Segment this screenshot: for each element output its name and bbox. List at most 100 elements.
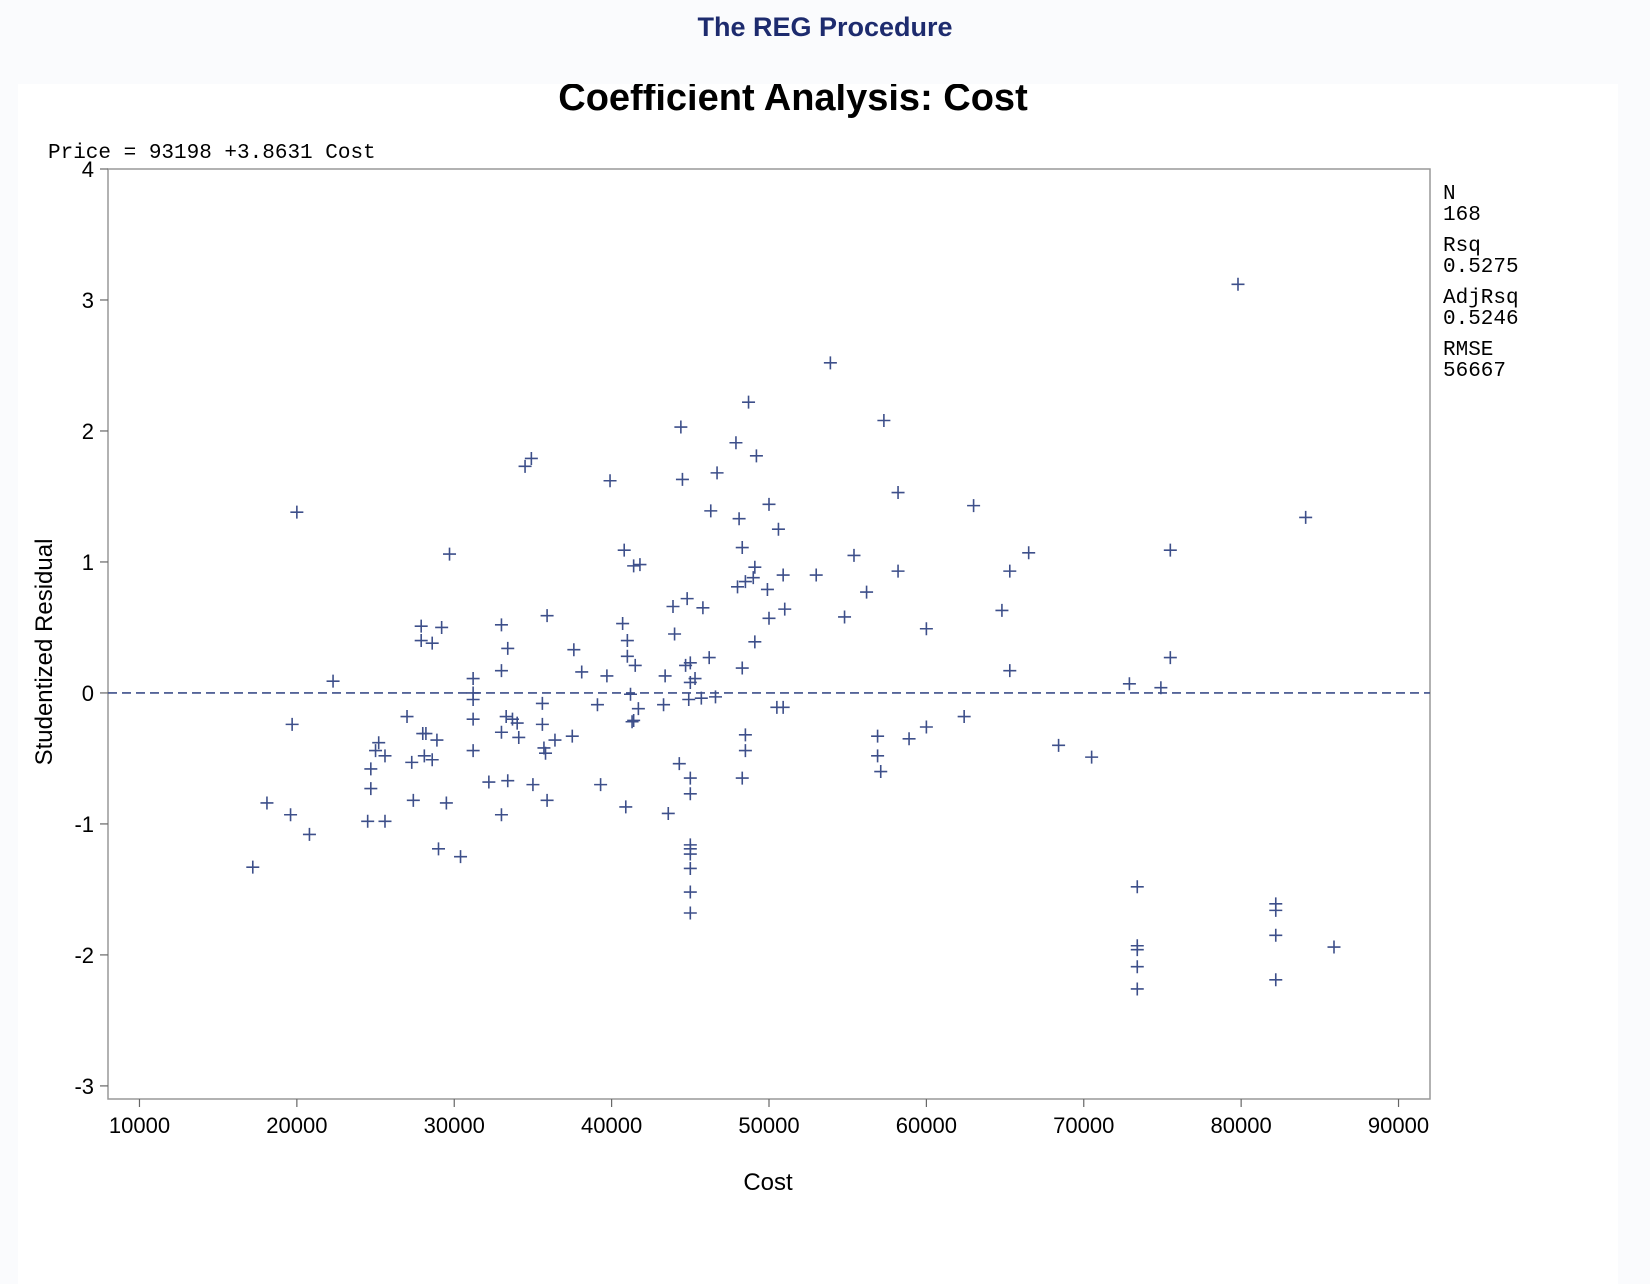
data-point bbox=[1269, 903, 1283, 917]
stat-label: AdjRsq bbox=[1443, 287, 1519, 310]
x-tick-label: 60000 bbox=[896, 1113, 957, 1138]
data-point bbox=[748, 635, 762, 649]
data-point bbox=[627, 713, 641, 727]
data-point bbox=[902, 732, 916, 746]
data-point bbox=[548, 733, 562, 747]
stat-label: N bbox=[1443, 183, 1456, 206]
x-tick-label: 20000 bbox=[266, 1113, 327, 1138]
data-point bbox=[729, 436, 743, 450]
stat-label: RMSE bbox=[1443, 339, 1493, 362]
data-point bbox=[1022, 546, 1036, 560]
data-point bbox=[683, 885, 697, 899]
data-point bbox=[1163, 543, 1177, 557]
data-point bbox=[877, 413, 891, 427]
y-tick-label: -3 bbox=[74, 1074, 94, 1099]
data-point bbox=[537, 741, 551, 755]
data-point bbox=[680, 592, 694, 606]
data-point bbox=[594, 778, 608, 792]
data-point bbox=[512, 730, 526, 744]
data-point bbox=[860, 585, 874, 599]
data-point bbox=[378, 814, 392, 828]
data-point bbox=[260, 796, 274, 810]
data-point bbox=[414, 619, 428, 633]
data-point bbox=[1163, 651, 1177, 665]
data-point bbox=[710, 466, 724, 480]
data-point bbox=[364, 762, 378, 776]
data-point bbox=[838, 610, 852, 624]
data-point bbox=[285, 717, 299, 731]
data-point bbox=[526, 778, 540, 792]
data-point bbox=[688, 672, 702, 686]
data-point bbox=[361, 814, 375, 828]
data-point bbox=[871, 749, 885, 763]
data-point bbox=[696, 601, 710, 615]
data-point bbox=[957, 710, 971, 724]
data-point bbox=[425, 636, 439, 650]
data-point bbox=[683, 787, 697, 801]
y-tick-label: 3 bbox=[82, 288, 94, 313]
data-point bbox=[378, 749, 392, 763]
data-point bbox=[661, 806, 675, 820]
data-point bbox=[501, 641, 515, 655]
y-tick-label: -2 bbox=[74, 943, 94, 968]
data-point bbox=[518, 459, 532, 473]
data-point bbox=[628, 658, 642, 672]
data-point bbox=[874, 765, 888, 779]
x-tick-label: 50000 bbox=[738, 1113, 799, 1138]
data-point bbox=[284, 808, 298, 822]
data-point bbox=[658, 669, 672, 683]
data-point bbox=[683, 847, 697, 861]
data-point bbox=[246, 860, 260, 874]
data-point bbox=[466, 712, 480, 726]
stat-value: 56667 bbox=[1443, 360, 1506, 383]
plot-frame bbox=[107, 168, 1431, 1100]
data-point bbox=[746, 571, 760, 585]
x-tick-label: 70000 bbox=[1053, 1113, 1114, 1138]
data-point bbox=[443, 547, 457, 561]
data-point bbox=[891, 486, 905, 500]
data-point bbox=[501, 774, 515, 788]
data-point bbox=[535, 717, 549, 731]
x-tick-label: 10000 bbox=[109, 1113, 170, 1138]
data-point bbox=[432, 842, 445, 856]
y-tick-label: 2 bbox=[82, 419, 94, 444]
data-point bbox=[466, 692, 480, 706]
data-point bbox=[891, 564, 905, 578]
data-point bbox=[702, 651, 716, 665]
data-point bbox=[762, 497, 776, 511]
data-point bbox=[631, 702, 645, 716]
data-point bbox=[731, 580, 745, 594]
data-point bbox=[510, 716, 524, 730]
data-point bbox=[406, 793, 420, 807]
data-point bbox=[624, 687, 638, 701]
data-point bbox=[627, 559, 641, 573]
y-axis-label: Studentized Residual bbox=[31, 539, 58, 766]
data-point bbox=[1130, 982, 1144, 996]
data-point bbox=[749, 449, 763, 463]
data-point bbox=[620, 649, 634, 663]
data-point bbox=[675, 472, 689, 486]
data-point bbox=[1003, 664, 1017, 678]
data-point bbox=[762, 611, 776, 625]
data-point bbox=[735, 661, 749, 675]
data-point bbox=[674, 420, 688, 434]
procedure-title: The REG Procedure bbox=[697, 12, 953, 42]
stat-value: 0.5275 bbox=[1443, 256, 1519, 279]
data-point bbox=[776, 568, 790, 582]
regression-equation: Price = 93198 +3.8631 Cost bbox=[48, 142, 376, 165]
data-point bbox=[290, 505, 304, 519]
data-point bbox=[760, 582, 774, 596]
data-point bbox=[735, 771, 749, 785]
data-point bbox=[1085, 750, 1099, 764]
data-point bbox=[466, 672, 480, 686]
data-point bbox=[405, 755, 419, 769]
data-point bbox=[539, 746, 553, 760]
data-point bbox=[482, 775, 496, 789]
data-point bbox=[683, 906, 697, 920]
data-point bbox=[776, 700, 790, 714]
data-point bbox=[540, 793, 554, 807]
data-point bbox=[666, 599, 680, 613]
data-point bbox=[1269, 973, 1283, 987]
data-point bbox=[657, 698, 671, 712]
data-point bbox=[708, 690, 722, 704]
